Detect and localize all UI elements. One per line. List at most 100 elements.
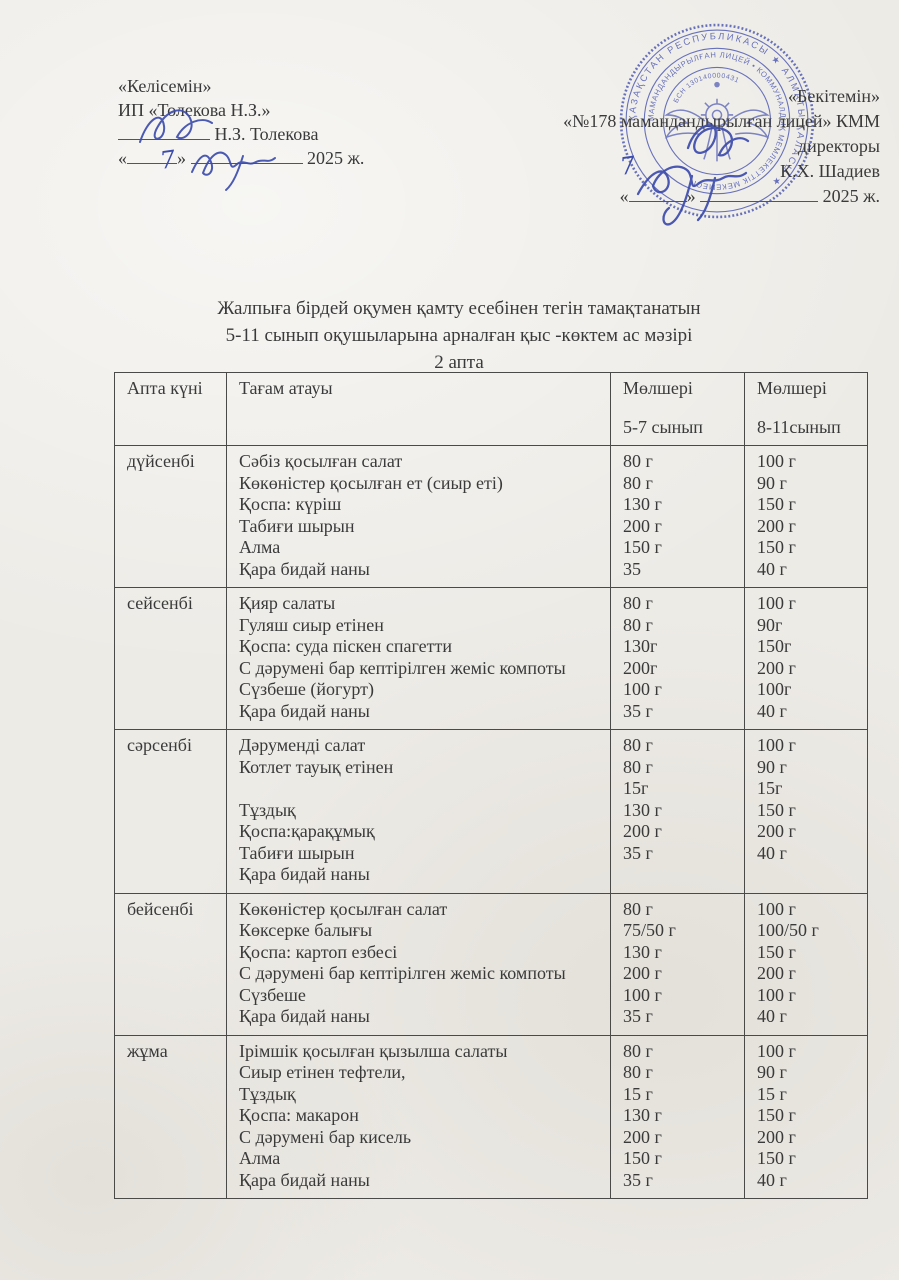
quote-open: « [619,186,629,206]
dish-line: Қоспа: суда піскен спагетти [239,636,452,656]
portion-line: 100 г [757,451,796,471]
portion-5-7-cell: 80 г 75/50 г 130 г 200 г 100 г 35 г [610,892,745,1036]
dish-line: Алма [239,1148,281,1168]
portion-line: 90г [757,614,783,635]
dish-line: Сүзбеше (йогурт) [239,679,375,699]
dish-line: Қара бидай наны [239,1169,370,1190]
agree-block: «Келісемін» ИП «Толекова Н.З.» Н.З. Толе… [118,74,364,170]
portion-line: 130г [623,636,658,656]
header-day: Апта күні [114,372,227,446]
portion-line: 200г [623,657,658,678]
portion-line: 200 г [623,821,662,841]
portion-line: 35 [623,558,641,579]
portion-line: 15 г [757,1083,787,1104]
dish-line: Қоспа: макарон [239,1105,359,1125]
dishes-cell: Сәбіз қосылған салат Көкөністер қосылған … [226,445,611,588]
quote-open: « [118,148,127,168]
signature-line [118,124,210,140]
quote-close: » [177,148,186,168]
date-month-line [700,186,819,202]
title-line-3: 2 апта [434,352,484,373]
portion-line: 80 г [623,614,653,635]
header-portion-5-7: Мөлшері 5-7 сынып [610,372,745,446]
portion-line: 100 г [623,984,662,1005]
portion-line: 150 г [757,494,796,514]
dish-line: Ірімшік қосылған қызылша салаты [239,1040,508,1061]
portion-line: 130 г [623,494,662,514]
portion-line: 15г [623,778,649,798]
portion-line: 90 г [757,756,787,777]
portion-line: 80 г [623,593,653,613]
signature-tolekova [139,109,276,191]
portion-line: 130 г [623,941,662,962]
dish-line: Көкөністер қосылған салат [239,898,448,919]
approve-block: «Бекітемін» «№178 мамандандырылған лицей… [563,84,880,209]
portion-line: 100 г [623,679,662,699]
dish-line: Қияр салаты [239,593,336,613]
portion-8-11-cell: 100 г 100/50 г 150 г 200 г 100 г 40 г [744,892,868,1036]
dish-line: Көксерке балығы [239,920,373,940]
portion-line: 80 г [623,1040,653,1061]
portion-line: 35 г [623,1169,653,1190]
dish-line: Гуляш сиыр етінен [239,614,384,635]
portion-line: 40 г [757,1169,787,1190]
dish-line: Қоспа:қарақұмық [239,821,375,841]
portion-line: 80 г [623,756,653,777]
portion-line: 40 г [757,842,787,863]
dish-line: Қара бидай наны [239,700,370,721]
portion-line: 150 г [757,941,796,962]
header-grade-label: 5-7 сынып [623,416,703,437]
table-row: бейсенбі Көкөністер қосылған салат Көксерк… [114,892,868,1036]
portion-line: 100г [757,679,792,699]
portion-line: 200 г [757,1126,796,1147]
portion-line: 35 г [623,700,653,721]
portion-8-11-cell: 100 г 90 г 15г 150 г 200 г 40 г [744,729,868,894]
dish-line: Котлет тауық етінен [239,756,394,777]
header-grade-label: 8-11сынып [757,416,841,437]
approve-year: 2025 ж. [822,186,880,206]
stamp-middle-ring [643,47,791,195]
dish-line: С дәрумені бар кисель [239,1126,412,1147]
agree-signer-name: Н.З. Толекова [214,124,319,144]
dish-line: Сиыр етінен тефтели, [239,1062,406,1082]
official-stamp: ҚАЗАҚСТАН РЕСПУБЛИКАСЫ ★ АЛМАТЫ ҚАЛАСЫ ★… [619,23,815,219]
approve-date-line: « » 2025 ж. [563,184,880,209]
dish-line: Табиғи шырын [239,842,355,863]
table-row: сейсенбі Қияр салаты Гуляш сиыр етінен Қосп… [114,587,868,730]
portion-line: 200 г [623,1126,662,1147]
agree-org: ИП «Толекова Н.З.» [118,100,271,120]
agree-year: 2025 ж. [307,148,365,168]
date-day-line [127,148,177,164]
portion-line: 150 г [623,1148,662,1168]
quote-close: » [686,186,696,206]
portion-line: 200 г [623,515,662,536]
dish-line: С дәрумені бар кептірілген жеміс компоты [239,657,566,678]
dishes-cell: Дәруменді салат Котлет тауық етінен Тұзды… [226,729,611,894]
dish-line: Тұздық [239,1083,296,1104]
day-label: бейсенбі [127,898,194,919]
header-portion-label: Мөлшері [757,378,827,398]
title-line-2: 5-11 сынып оқушыларына арналған қыс -көк… [225,325,693,346]
stamp-outer-ring [625,29,809,213]
portion-5-7-cell: 80 г 80 г 15г 130 г 200 г 35 г [610,729,745,894]
portion-line: 90 г [757,472,787,493]
title-line-1: Жалпыға бірдей оқумен қамту есебінен тег… [217,298,701,319]
portion-line: 150 г [757,1148,796,1168]
dishes-cell: Ірімшік қосылған қызылша салаты Сиыр етін… [226,1034,611,1199]
portion-line: 200 г [757,963,796,983]
dish-line: Тұздық [239,799,296,820]
portion-line: 80 г [623,898,653,919]
portion-line: 100/50 г [757,920,819,940]
portion-line: 90 г [757,1062,787,1082]
day-cell: дүйсенбі [114,445,227,588]
portion-line: 130 г [623,1105,662,1125]
portion-line: 40 г [757,700,787,721]
portion-line: 80 г [623,735,653,755]
portion-line: 100 г [757,735,796,755]
portion-line: 150 г [623,537,662,557]
day-cell: жұма [114,1034,227,1199]
agree-signer-line: Н.З. Толекова [118,122,364,146]
dish-line: С дәрумені бар кептірілген жеміс компоты [239,963,566,983]
portion-line: 100 г [757,984,796,1005]
